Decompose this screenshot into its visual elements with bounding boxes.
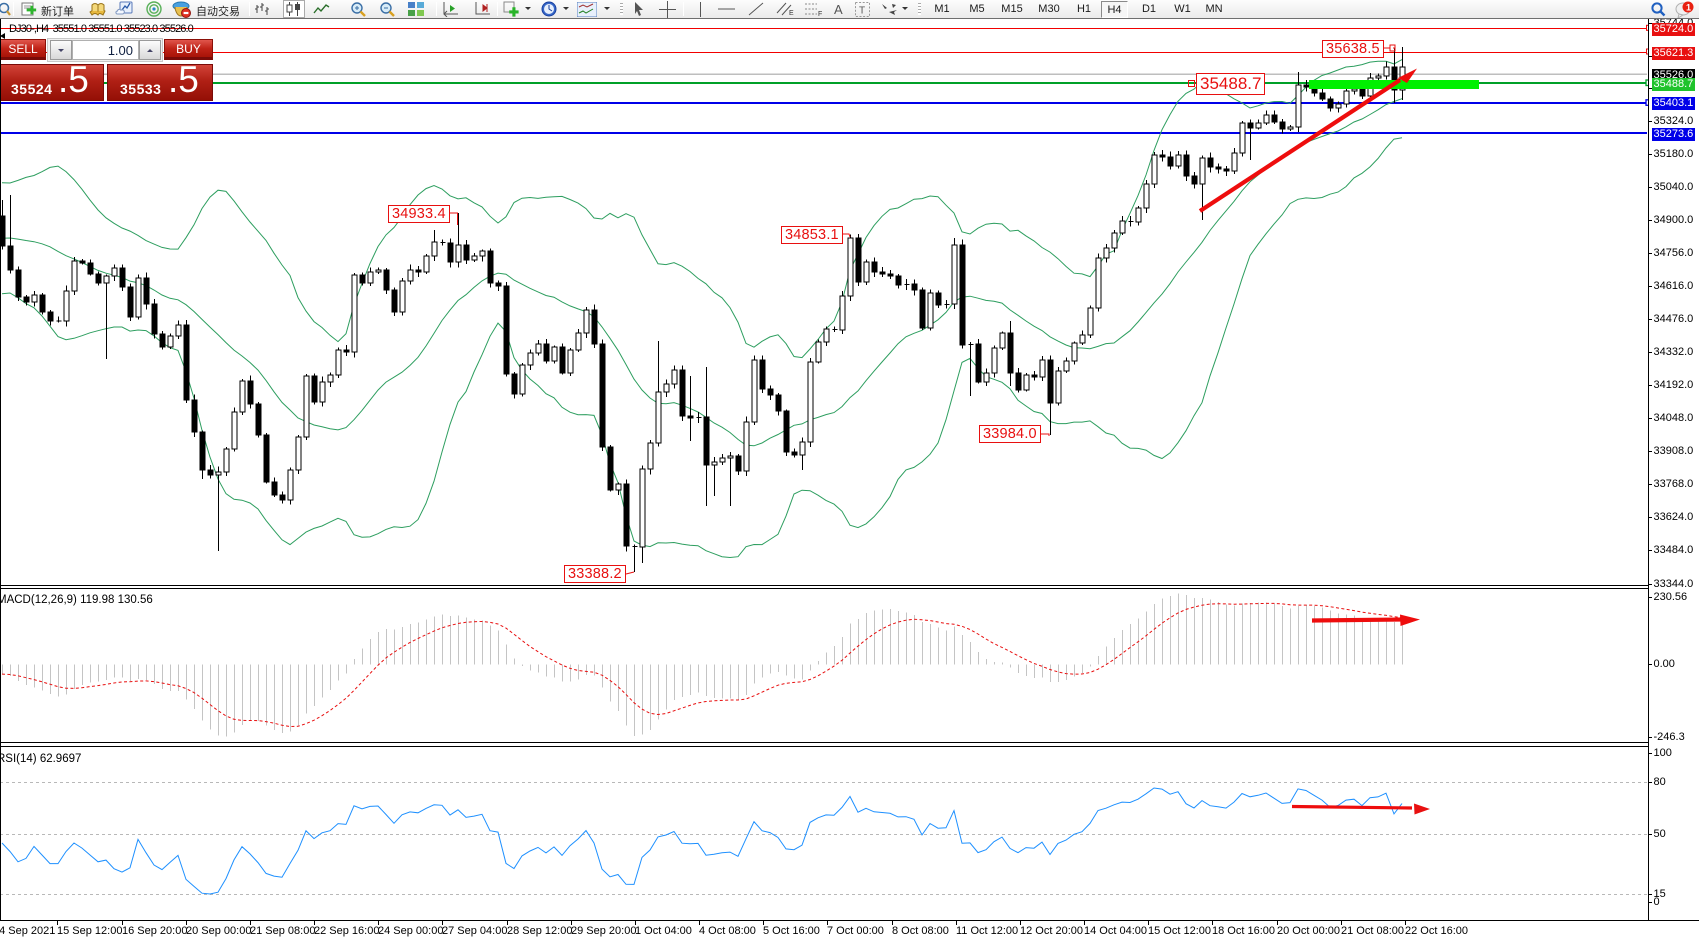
svg-text:T: T: [859, 6, 865, 17]
svg-text:E: E: [789, 10, 794, 17]
svg-text:F: F: [818, 11, 822, 17]
svg-text:1: 1: [1686, 3, 1691, 13]
